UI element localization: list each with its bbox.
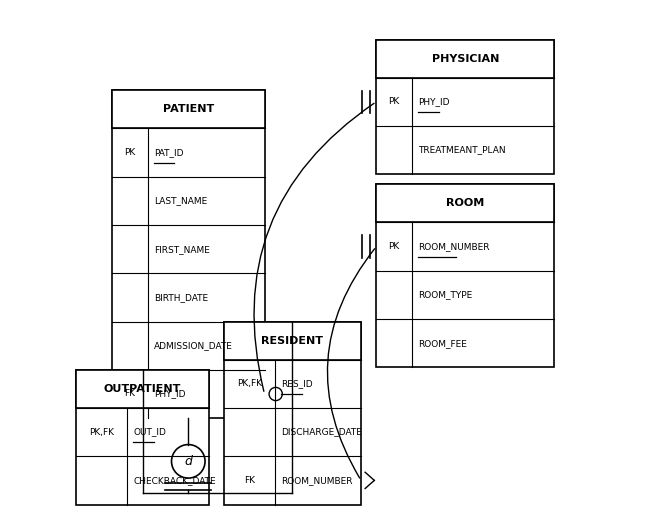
Text: PATIENT: PATIENT bbox=[163, 104, 214, 114]
Text: ROOM_FEE: ROOM_FEE bbox=[418, 339, 467, 347]
Text: PK,FK: PK,FK bbox=[237, 379, 262, 388]
Text: OUTPATIENT: OUTPATIENT bbox=[104, 384, 181, 394]
Bar bbox=[376, 39, 554, 174]
Text: FK: FK bbox=[124, 389, 135, 399]
Bar bbox=[112, 90, 264, 128]
Text: FK: FK bbox=[243, 476, 255, 485]
Bar bbox=[76, 370, 208, 408]
Text: PHYSICIAN: PHYSICIAN bbox=[432, 54, 499, 63]
Text: PHY_ID: PHY_ID bbox=[418, 97, 449, 106]
Text: CHECKBACK_DATE: CHECKBACK_DATE bbox=[133, 476, 216, 485]
Text: d: d bbox=[184, 455, 192, 468]
Text: ADMISSION_DATE: ADMISSION_DATE bbox=[154, 341, 232, 350]
Text: PK: PK bbox=[389, 97, 400, 106]
Text: TREATMEANT_PLAN: TREATMEANT_PLAN bbox=[418, 146, 506, 154]
Text: PK: PK bbox=[389, 242, 400, 251]
Bar bbox=[112, 90, 264, 418]
Bar bbox=[376, 184, 554, 367]
Text: DISCHARGE_DATE: DISCHARGE_DATE bbox=[281, 428, 362, 436]
Text: PK,FK: PK,FK bbox=[89, 428, 115, 436]
Text: PHY_ID: PHY_ID bbox=[154, 389, 186, 399]
Bar bbox=[76, 370, 208, 504]
Text: RES_ID: RES_ID bbox=[281, 379, 312, 388]
Text: ROOM: ROOM bbox=[446, 198, 484, 208]
Text: PAT_ID: PAT_ID bbox=[154, 148, 183, 157]
Bar bbox=[224, 321, 361, 360]
Text: LAST_NAME: LAST_NAME bbox=[154, 196, 207, 205]
Bar bbox=[224, 321, 361, 504]
Text: OUT_ID: OUT_ID bbox=[133, 428, 166, 436]
Bar bbox=[376, 39, 554, 78]
Text: FIRST_NAME: FIRST_NAME bbox=[154, 245, 210, 253]
Text: ROOM_NUMBER: ROOM_NUMBER bbox=[418, 242, 490, 251]
Text: ROOM_TYPE: ROOM_TYPE bbox=[418, 290, 472, 299]
Text: PK: PK bbox=[124, 148, 135, 157]
Text: RESIDENT: RESIDENT bbox=[262, 336, 324, 345]
Bar bbox=[376, 184, 554, 222]
Text: ROOM_NUMBER: ROOM_NUMBER bbox=[281, 476, 352, 485]
Text: BIRTH_DATE: BIRTH_DATE bbox=[154, 293, 208, 302]
